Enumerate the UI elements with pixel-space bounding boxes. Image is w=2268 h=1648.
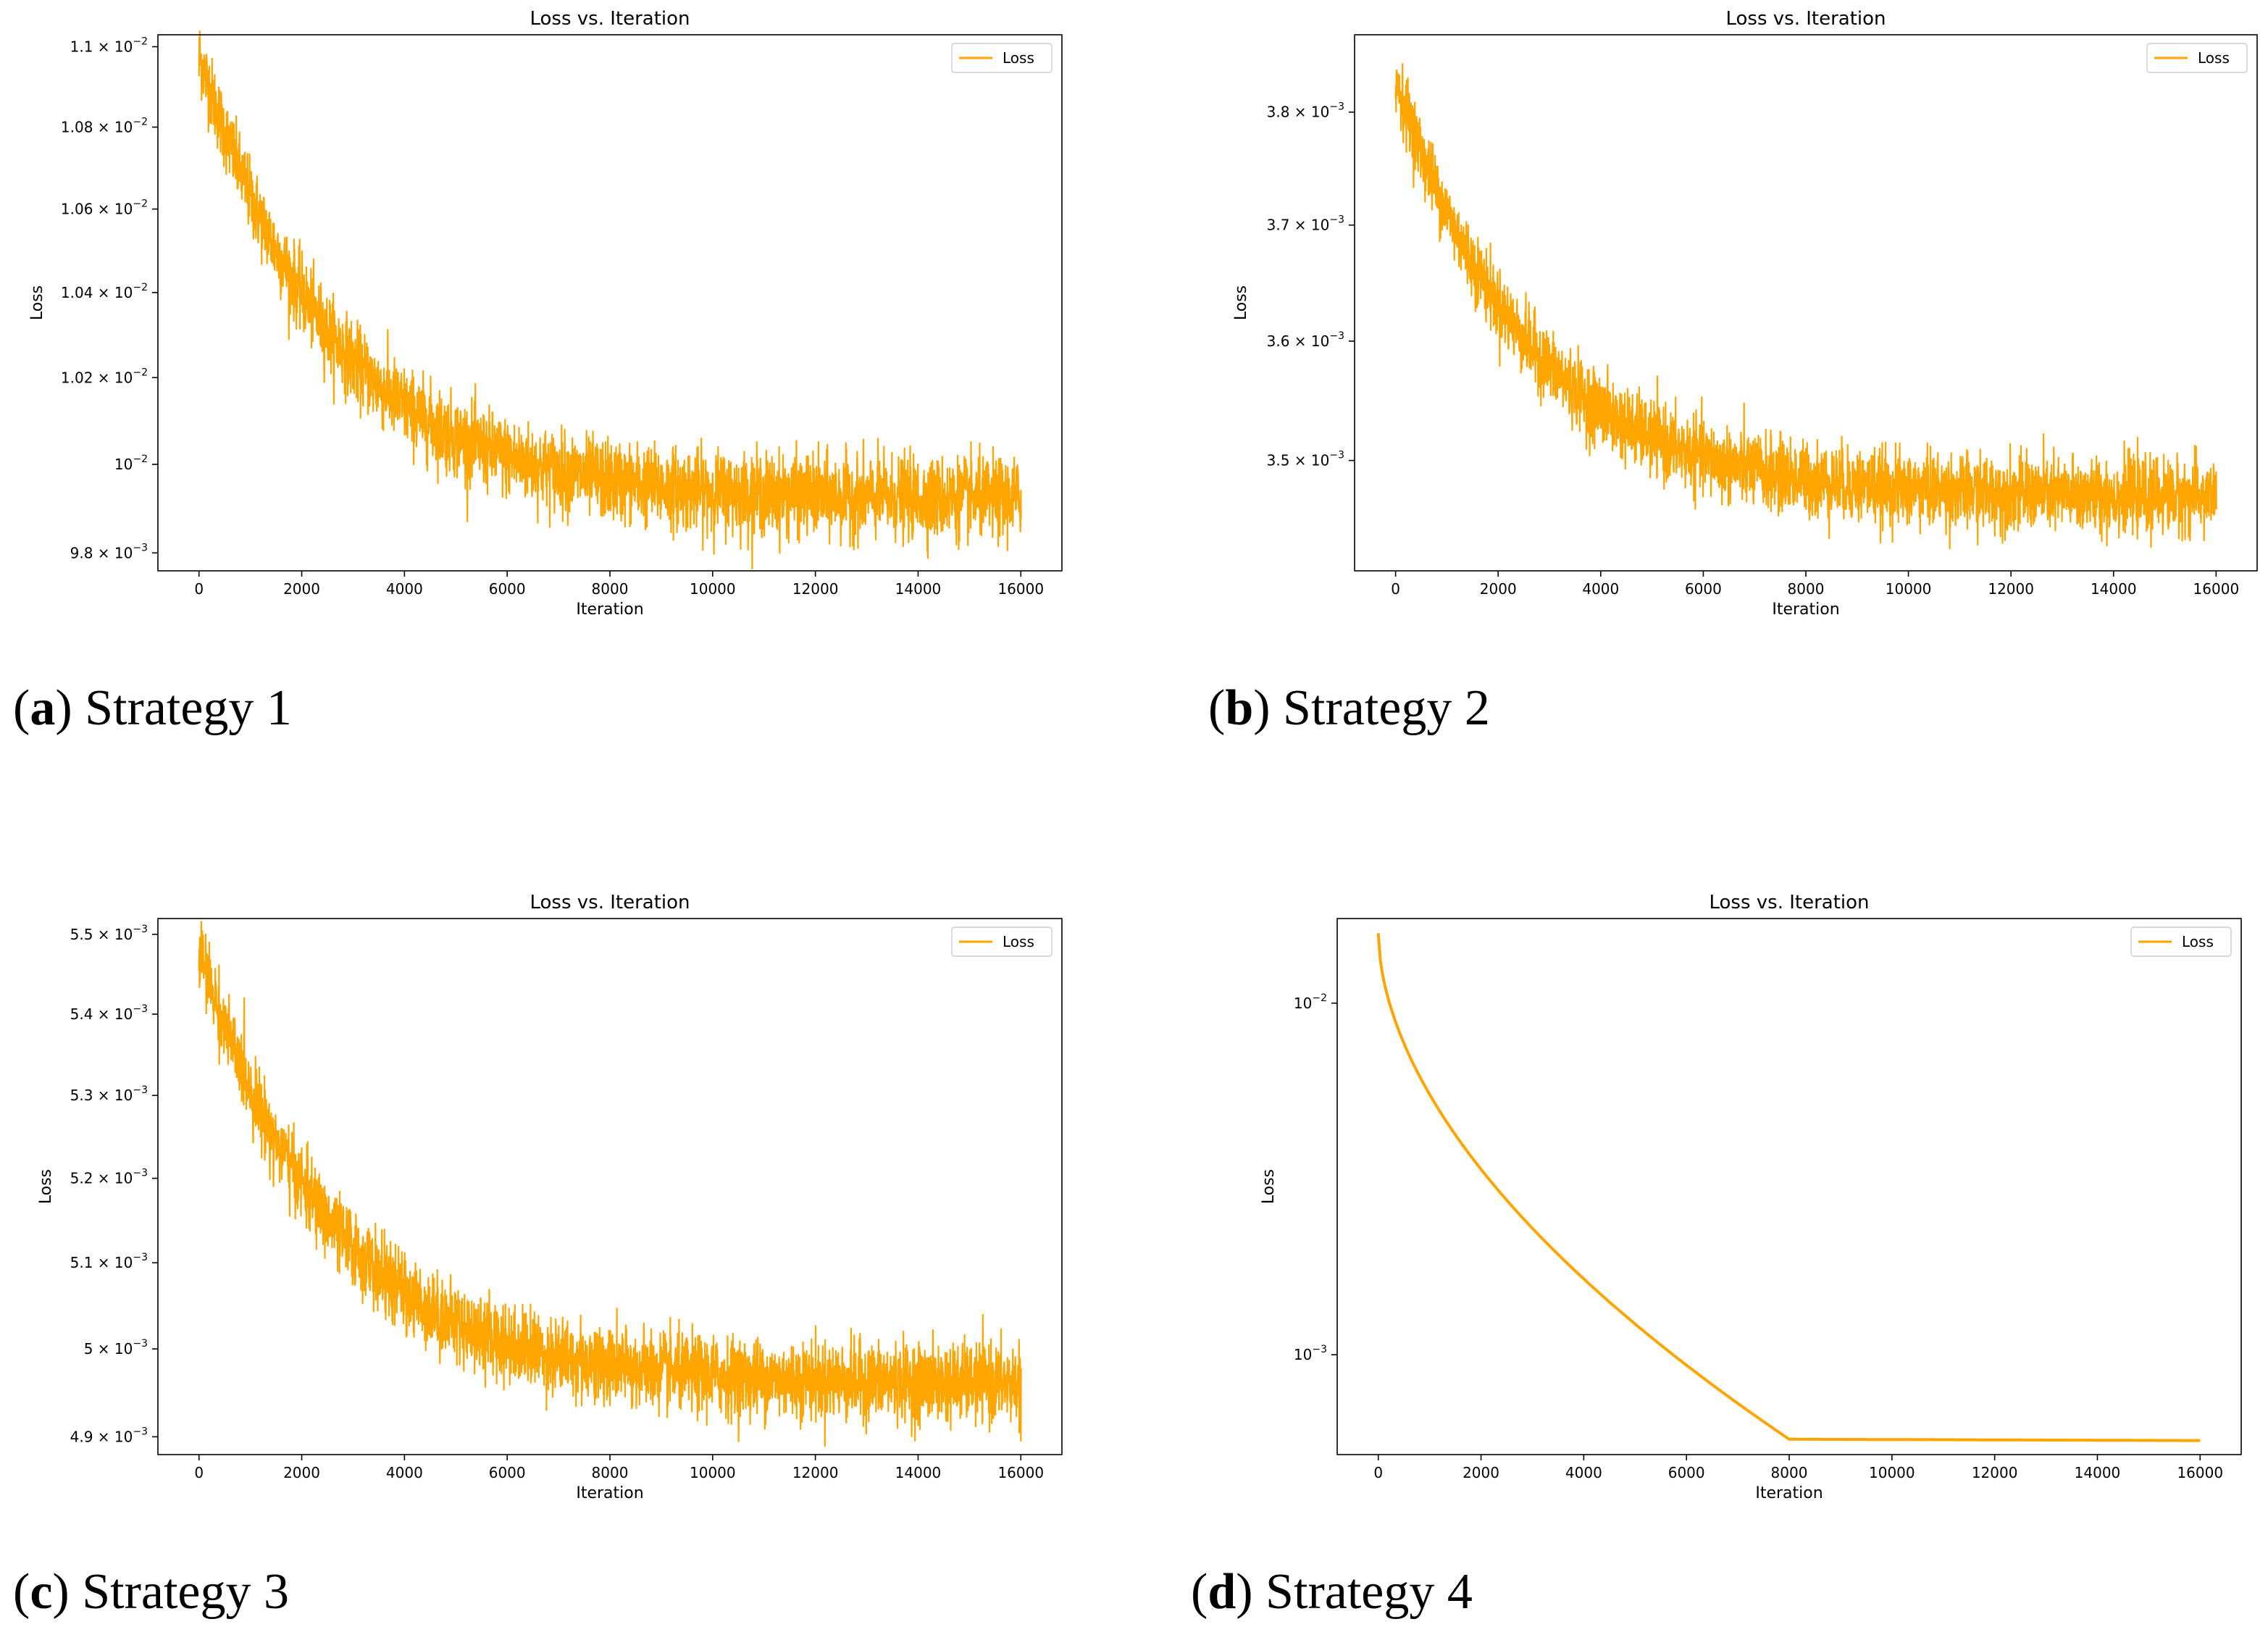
x-tick-label: 14000 bbox=[895, 580, 942, 598]
x-tick-label: 4000 bbox=[386, 1464, 423, 1481]
y-tick-label: 3.5 × 10−3 bbox=[1267, 450, 1344, 469]
x-tick-label: 2000 bbox=[1480, 580, 1517, 598]
y-tick-label: 1.06 × 10−2 bbox=[61, 198, 148, 218]
y-tick-label: 3.8 × 10−3 bbox=[1267, 101, 1344, 121]
y-tick-label: 5 × 10−3 bbox=[84, 1338, 148, 1358]
subfigure-caption: (b) Strategy 2 bbox=[1208, 680, 1490, 736]
legend-box bbox=[2146, 43, 2248, 73]
x-tick-label: 12000 bbox=[792, 1464, 839, 1481]
x-tick-label: 4000 bbox=[1582, 580, 1619, 598]
y-tick-label: 5.4 × 10−3 bbox=[70, 1003, 148, 1023]
y-tick-label: 1.02 × 10−2 bbox=[61, 367, 148, 386]
chart-title: Loss vs. Iteration bbox=[1709, 892, 1869, 913]
x-tick-label: 12000 bbox=[1972, 1464, 2018, 1481]
x-tick-label: 10000 bbox=[690, 580, 736, 598]
subfigure-caption: (d) Strategy 4 bbox=[1191, 1564, 1473, 1620]
y-tick-label: 10−2 bbox=[1294, 992, 1327, 1012]
x-tick-label: 10000 bbox=[1869, 1464, 1915, 1481]
x-tick-label: 0 bbox=[194, 1464, 204, 1481]
axes-frame bbox=[1336, 918, 2242, 1455]
legend-label: Loss bbox=[2182, 933, 2214, 950]
loss-series-line bbox=[198, 921, 1022, 1447]
x-tick-label: 16000 bbox=[2177, 1464, 2223, 1481]
y-tick-label: 5.3 × 10−3 bbox=[70, 1084, 148, 1104]
x-tick-label: 6000 bbox=[1668, 1464, 1705, 1481]
x-tick-label: 16000 bbox=[997, 1464, 1044, 1481]
x-axis-label: Iteration bbox=[1772, 601, 1839, 619]
x-axis-label: Iteration bbox=[576, 601, 643, 619]
y-tick-label: 5.2 × 10−3 bbox=[70, 1168, 148, 1187]
legend-box bbox=[951, 43, 1053, 73]
legend: Loss bbox=[2130, 927, 2232, 957]
y-tick-label: 3.7 × 10−3 bbox=[1267, 214, 1344, 234]
y-tick-label: 1.04 × 10−2 bbox=[61, 282, 148, 301]
subfigure-caption: (a) Strategy 1 bbox=[13, 680, 292, 736]
x-tick-label: 16000 bbox=[997, 580, 1044, 598]
y-axis-label: Loss bbox=[28, 285, 46, 320]
y-tick-label: 5.1 × 10−3 bbox=[70, 1252, 148, 1271]
y-tick-label: 9.8 × 10−3 bbox=[70, 542, 148, 561]
x-tick-label: 10000 bbox=[690, 1464, 736, 1481]
chart-title: Loss vs. Iteration bbox=[1725, 8, 1886, 30]
chart-title: Loss vs. Iteration bbox=[530, 892, 690, 913]
x-tick-label: 8000 bbox=[592, 580, 629, 598]
x-tick-label: 0 bbox=[194, 580, 204, 598]
x-tick-label: 6000 bbox=[489, 1464, 526, 1481]
x-tick-label: 0 bbox=[1373, 1464, 1383, 1481]
legend: Loss bbox=[2146, 43, 2248, 73]
legend-label: Loss bbox=[1003, 49, 1034, 67]
x-tick-label: 12000 bbox=[792, 580, 839, 598]
x-tick-label: 8000 bbox=[1771, 1464, 1808, 1481]
x-tick-label: 8000 bbox=[592, 1464, 629, 1481]
legend-label: Loss bbox=[2198, 49, 2230, 67]
x-tick-label: 14000 bbox=[895, 1464, 942, 1481]
legend: Loss bbox=[951, 927, 1053, 957]
y-tick-label: 1.08 × 10−2 bbox=[61, 116, 148, 135]
y-tick-label: 3.6 × 10−3 bbox=[1267, 330, 1344, 350]
chart-d: Loss vs. Iteration 0 2000 4000 6000 8000 10000… bbox=[1191, 892, 2242, 1620]
x-tick-label: 2000 bbox=[1463, 1464, 1499, 1481]
chart-b: Loss vs. Iteration 0 2000 4000 6000 8000 10000… bbox=[1208, 8, 2258, 736]
x-tick-label: 8000 bbox=[1788, 580, 1825, 598]
x-tick-label: 14000 bbox=[2075, 1464, 2121, 1481]
chart-title: Loss vs. Iteration bbox=[530, 8, 690, 30]
x-tick-label: 12000 bbox=[1988, 580, 2034, 598]
y-tick-label: 10−3 bbox=[1294, 1344, 1327, 1363]
y-axis-label: Loss bbox=[37, 1169, 55, 1204]
loss-series-line bbox=[1376, 933, 2201, 1442]
y-tick-label: 1.1 × 10−2 bbox=[70, 35, 148, 55]
x-tick-label: 2000 bbox=[283, 1464, 320, 1481]
legend-box bbox=[951, 927, 1053, 957]
x-tick-label: 0 bbox=[1391, 580, 1400, 598]
y-tick-label: 5.5 × 10−3 bbox=[70, 924, 148, 943]
x-tick-label: 16000 bbox=[2193, 580, 2240, 598]
x-axis-label: Iteration bbox=[1755, 1484, 1823, 1502]
x-tick-label: 4000 bbox=[386, 580, 423, 598]
subfigure-caption: (c) Strategy 3 bbox=[13, 1564, 289, 1620]
x-tick-label: 14000 bbox=[2091, 580, 2137, 598]
y-tick-label: 10−2 bbox=[114, 453, 148, 473]
loss-series-line bbox=[198, 30, 1022, 569]
x-tick-label: 10000 bbox=[1886, 580, 1932, 598]
x-tick-label: 2000 bbox=[283, 580, 320, 598]
chart-a: Loss vs. Iteration 0 2000 4000 6000 8000 10000… bbox=[13, 8, 1063, 736]
legend-box bbox=[2130, 927, 2232, 957]
x-axis-label: Iteration bbox=[576, 1484, 643, 1502]
legend: Loss bbox=[951, 43, 1053, 73]
y-axis-label: Loss bbox=[1232, 285, 1250, 320]
x-tick-label: 6000 bbox=[1685, 580, 1722, 598]
loss-series-line bbox=[1394, 63, 2217, 550]
x-tick-label: 4000 bbox=[1565, 1464, 1602, 1481]
legend-label: Loss bbox=[1003, 933, 1034, 950]
x-tick-label: 6000 bbox=[489, 580, 526, 598]
y-axis-label: Loss bbox=[1260, 1169, 1278, 1204]
y-tick-label: 4.9 × 10−3 bbox=[70, 1426, 148, 1445]
chart-c: Loss vs. Iteration 0 2000 4000 6000 8000 10000… bbox=[13, 892, 1063, 1620]
